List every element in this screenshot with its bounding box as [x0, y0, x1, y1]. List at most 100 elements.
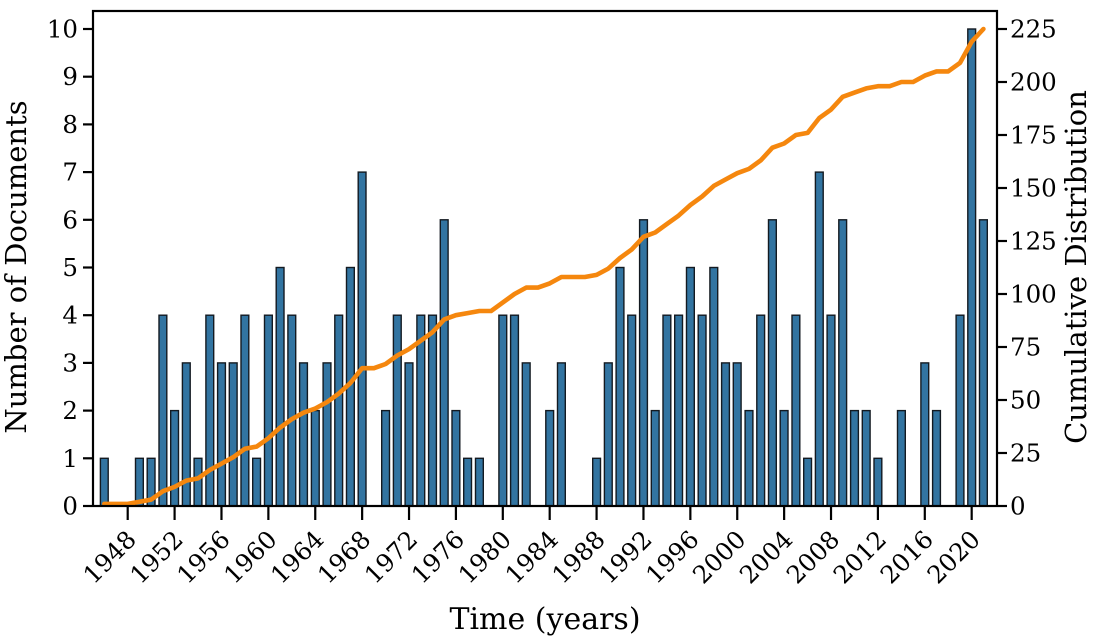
bar-2000 [732, 362, 742, 507]
y-left-tick-label: 5 [62, 253, 78, 282]
y-left-tick-label: 10 [47, 15, 78, 44]
bar-2021 [978, 219, 989, 507]
bar-1977 [463, 457, 473, 507]
x-tick-label: 2008 [781, 525, 846, 590]
bar-2004 [779, 409, 789, 507]
bar-1993 [650, 409, 660, 507]
x-tick-label: 2000 [687, 525, 752, 590]
x-tick-label: 2016 [874, 525, 939, 590]
bar-1966 [334, 314, 344, 507]
y-axis-title-left: Number of Documents [0, 100, 33, 433]
bar-1955 [205, 314, 215, 507]
y-axis-title-right: Cumulative Distribution [1059, 90, 1093, 444]
bar-1970 [381, 409, 391, 507]
x-tick-label: 2004 [734, 525, 799, 590]
bar-1982 [521, 362, 531, 507]
y-right-tick-label: 75 [1010, 333, 1041, 362]
bar-1990 [615, 266, 625, 507]
bar-1985 [556, 362, 567, 507]
bar-2019 [955, 314, 965, 507]
bar-1964 [310, 409, 320, 507]
y-left-tick-label: 3 [62, 348, 78, 377]
bar-1971 [392, 314, 402, 507]
x-tick-label: 1988 [546, 525, 611, 590]
y-right-tick-label: 125 [1010, 227, 1057, 256]
bar-1991 [627, 314, 637, 507]
y-left-tick-label: 0 [62, 492, 78, 521]
y-left-tick-label: 1 [62, 444, 78, 473]
x-tick-label: 1960 [218, 525, 283, 590]
bar-2006 [803, 457, 813, 507]
x-axis-title: Time (years) [449, 602, 640, 637]
bar-1968 [357, 171, 367, 507]
bar-2008 [826, 314, 836, 507]
bar-1960 [263, 314, 274, 507]
bar-2017 [931, 409, 942, 507]
bar-1995 [674, 314, 684, 507]
x-tick-label: 1992 [593, 525, 658, 590]
bar-1978 [474, 457, 485, 507]
bar-1976 [451, 409, 461, 507]
bars-layer [99, 28, 989, 507]
bar-1972 [404, 362, 414, 507]
x-tick-label: 2012 [828, 525, 893, 590]
bar-1946 [99, 457, 109, 507]
bar-1963 [298, 362, 309, 507]
bar-2016 [920, 362, 930, 507]
bar-1999 [720, 362, 731, 507]
x-tick-label: 1956 [171, 525, 236, 590]
y-right-tick-label: 100 [1010, 280, 1057, 309]
bar-1961 [275, 266, 285, 507]
bar-1981 [509, 314, 520, 507]
bar-1989 [603, 362, 613, 507]
y-right-tick-label: 50 [1010, 386, 1041, 415]
bar-2014 [896, 409, 907, 507]
bar-1965 [322, 362, 332, 507]
bar-1954 [193, 457, 203, 507]
bar-1980 [498, 314, 508, 507]
bar-2001 [744, 409, 754, 507]
x-tick-label: 2020 [921, 525, 986, 590]
bar-2003 [767, 219, 778, 507]
x-tick-label: 1980 [452, 525, 517, 590]
y-left-tick-label: 8 [62, 110, 78, 139]
bar-1988 [592, 457, 602, 507]
bar-1952 [169, 409, 180, 507]
bar-2011 [861, 409, 871, 507]
bar-1962 [287, 314, 297, 507]
x-tick-label: 1984 [499, 525, 564, 590]
x-tick-label: 1972 [359, 525, 424, 590]
bar-1958 [240, 314, 250, 507]
y-right-tick-label: 150 [1010, 174, 1057, 203]
bar-2010 [849, 409, 860, 507]
bar-1992 [638, 219, 649, 507]
bar-1994 [662, 314, 672, 507]
plot-border [91, 9, 999, 508]
bar-1984 [545, 409, 555, 507]
bar-1959 [251, 457, 262, 507]
y-right-tick-label: 225 [1010, 15, 1057, 44]
x-tick-label: 1952 [124, 525, 189, 590]
bar-2020 [967, 28, 977, 507]
y-right-tick-label: 0 [1010, 492, 1026, 521]
axes-layer [83, 9, 1007, 520]
x-tick-label: 1964 [265, 525, 330, 590]
bar-2005 [791, 314, 801, 507]
bar-2007 [814, 171, 824, 507]
y-right-tick-label: 25 [1010, 439, 1041, 468]
bar-2002 [756, 314, 766, 507]
bar-1949 [134, 457, 145, 507]
bar-2009 [838, 219, 848, 507]
y-left-tick-label: 6 [62, 205, 78, 234]
bar-1998 [709, 266, 719, 507]
x-tick-label: 1996 [640, 525, 705, 590]
bar-1951 [158, 314, 168, 507]
bar-1956 [216, 362, 227, 507]
y-left-tick-label: 9 [62, 62, 78, 91]
y-right-tick-label: 175 [1010, 121, 1057, 150]
cumulative-distribution-line [102, 26, 986, 507]
cumulative-line-layer [102, 26, 986, 507]
bar-1997 [697, 314, 707, 507]
